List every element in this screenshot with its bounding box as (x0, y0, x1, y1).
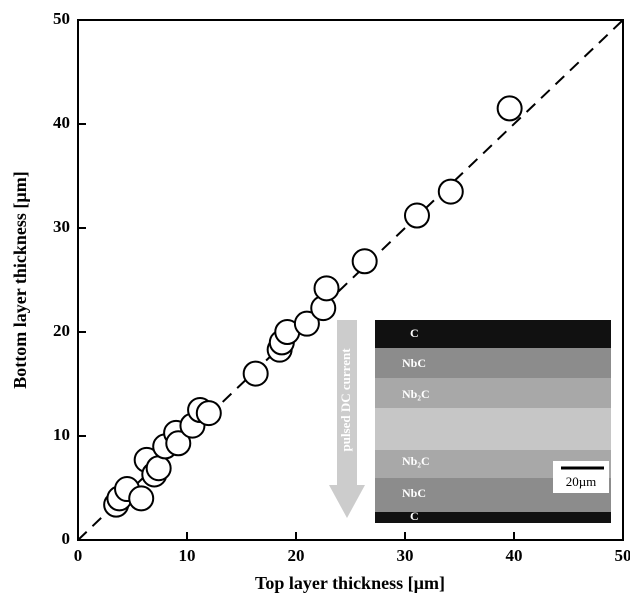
y-tick-label: 0 (62, 529, 71, 548)
x-tick-label: 40 (506, 546, 523, 565)
data-point (351, 248, 378, 275)
layer-band (375, 512, 611, 523)
layer-band (375, 320, 611, 348)
data-point (313, 275, 340, 302)
data-point (496, 95, 523, 122)
y-tick-label: 50 (53, 9, 70, 28)
y-axis-title: Bottom layer thickness [µm] (10, 171, 30, 389)
x-tick-label: 0 (74, 546, 83, 565)
arrow (329, 320, 365, 518)
y-tick-label: 40 (53, 113, 70, 132)
data-point (165, 430, 192, 457)
y-tick-label: 20 (53, 321, 70, 340)
scale-box (553, 461, 609, 493)
arrow-label: pulsed DC current (338, 348, 353, 452)
y-tick-label: 10 (53, 425, 70, 444)
layer-band (375, 378, 611, 408)
data-point (242, 360, 269, 387)
data-point (437, 178, 464, 205)
x-axis-title: Top layer thickness [µm] (255, 573, 445, 593)
x-tick-label: 20 (288, 546, 305, 565)
layer-label: Nb₂C (402, 454, 430, 468)
layer-label: NbC (402, 486, 426, 500)
layer-label: C (410, 326, 419, 340)
data-point (403, 202, 430, 229)
data-point (145, 455, 172, 482)
x-tick-label: 30 (397, 546, 414, 565)
data-point (293, 310, 320, 337)
x-tick-label: 50 (615, 546, 630, 565)
data-point (128, 485, 155, 512)
x-tick-label: 10 (179, 546, 196, 565)
data-point (195, 400, 222, 427)
plot-frame (77, 19, 624, 541)
layer-label: Nb₂C (402, 387, 430, 401)
y-tick-label: 30 (53, 217, 70, 236)
layer-label: C (410, 509, 419, 523)
layer-band (375, 408, 611, 450)
layer-band (375, 348, 611, 378)
layer-label: NbC (402, 356, 426, 370)
inset: pulsed DC current C NbC Nb₂C Nb₂C NbC C … (329, 320, 611, 523)
scale-label: 20µm (566, 474, 597, 489)
